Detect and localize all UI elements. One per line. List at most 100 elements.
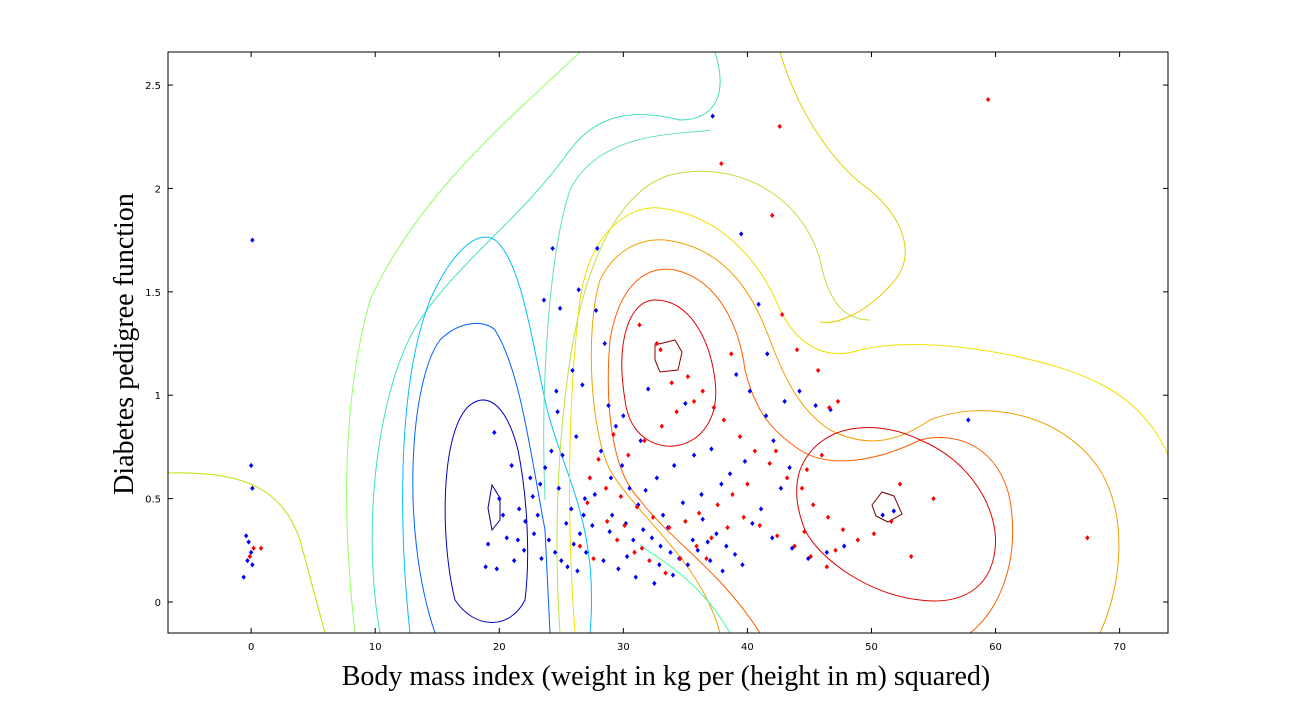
data-point	[549, 448, 554, 454]
data-point	[774, 533, 780, 539]
contour-line	[654, 339, 683, 373]
data-point	[649, 535, 655, 541]
data-point	[674, 409, 679, 415]
data-point	[724, 543, 729, 549]
data-point	[622, 522, 627, 529]
data-point	[542, 464, 548, 471]
data-point	[725, 524, 730, 531]
data-point	[792, 543, 797, 549]
x-tick-label: 70	[1113, 642, 1126, 653]
y-tick-label: 0	[155, 598, 161, 609]
data-point	[592, 491, 597, 498]
x-axis-title: Body mass index (weight in kg per (heigh…	[342, 661, 991, 692]
data-point	[570, 367, 575, 374]
data-point	[756, 301, 761, 307]
contour-line	[779, 52, 906, 323]
data-point	[767, 460, 772, 467]
data-point	[745, 481, 750, 487]
data-point	[815, 367, 821, 374]
data-point	[593, 307, 599, 314]
data-point	[582, 496, 588, 502]
data-point	[647, 558, 652, 564]
data-point	[730, 491, 735, 498]
data-point	[709, 535, 714, 541]
data-point	[636, 502, 641, 508]
data-point	[483, 564, 488, 570]
data-point	[750, 520, 755, 527]
data-point	[777, 123, 782, 130]
data-point	[613, 423, 619, 429]
data-point	[637, 322, 642, 328]
data-point	[813, 402, 818, 409]
data-point	[740, 562, 745, 568]
data-point	[573, 433, 579, 440]
contour-line	[487, 483, 501, 532]
data-point	[784, 475, 790, 481]
data-point	[248, 549, 254, 555]
data-point	[626, 452, 631, 458]
data-point	[833, 547, 838, 553]
data-point	[657, 562, 662, 568]
x-tick-label: 10	[369, 642, 382, 653]
y-tick-label: 2	[155, 184, 161, 195]
data-point	[538, 481, 543, 487]
data-point	[616, 566, 621, 572]
data-point	[685, 374, 691, 380]
data-point	[623, 520, 629, 527]
data-point	[835, 398, 841, 405]
data-point	[485, 541, 491, 547]
data-point	[827, 405, 832, 411]
data-point	[587, 475, 593, 481]
data-point	[694, 543, 699, 549]
data-point	[251, 545, 256, 551]
data-point	[258, 545, 264, 551]
data-point	[729, 351, 734, 357]
data-point	[802, 529, 807, 535]
contour-line	[168, 472, 326, 633]
data-point	[742, 458, 748, 464]
data-point	[734, 371, 739, 378]
contour-line	[444, 399, 529, 623]
data-point	[782, 398, 787, 405]
contour-line	[556, 170, 871, 633]
data-point	[606, 402, 611, 409]
data-point	[643, 487, 648, 493]
data-point	[494, 566, 499, 572]
data-point	[639, 545, 645, 551]
data-point	[243, 533, 249, 539]
data-point	[596, 456, 601, 462]
data-point	[719, 161, 724, 167]
data-point	[608, 475, 614, 481]
data-point	[670, 572, 676, 578]
data-point	[804, 467, 810, 473]
data-point	[509, 462, 514, 469]
data-point	[576, 287, 581, 293]
contour-line	[796, 427, 997, 602]
data-point	[640, 527, 646, 533]
data-point	[719, 481, 724, 487]
data-point	[603, 485, 609, 491]
data-point	[605, 518, 610, 524]
contour-line	[412, 322, 551, 633]
scatter-points	[241, 96, 1090, 586]
contour-line	[639, 544, 731, 633]
data-point	[841, 543, 847, 549]
data-point	[250, 562, 255, 568]
data-point	[695, 547, 700, 553]
data-point	[595, 245, 600, 252]
data-point	[638, 438, 643, 444]
data-point	[555, 409, 560, 415]
data-point	[500, 512, 506, 518]
x-tick-label: 0	[248, 642, 254, 653]
data-point	[683, 400, 688, 407]
data-point	[680, 500, 686, 506]
data-point	[614, 537, 620, 543]
data-point	[492, 429, 497, 436]
data-point	[528, 475, 533, 481]
data-point	[683, 518, 688, 524]
contour-line	[402, 236, 593, 633]
data-point	[511, 558, 517, 564]
data-point	[504, 535, 509, 541]
data-point	[521, 547, 527, 553]
data-point	[497, 496, 502, 502]
